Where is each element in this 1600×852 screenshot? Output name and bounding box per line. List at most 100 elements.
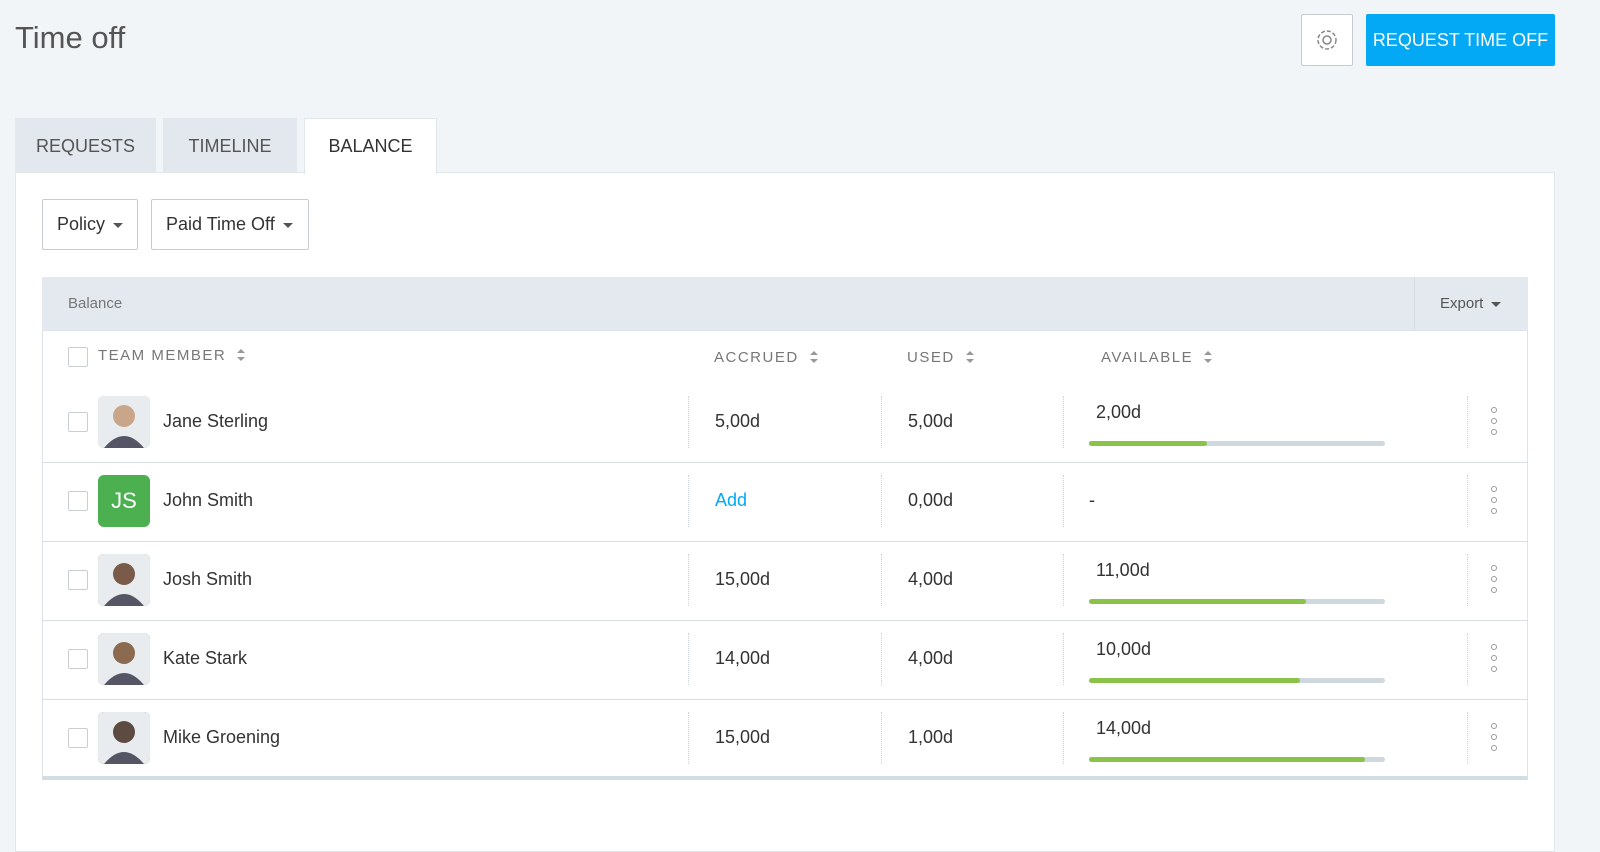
member-name: Kate Stark <box>163 648 248 668</box>
used: 0,00d <box>908 490 954 510</box>
row-menu[interactable] <box>1491 407 1503 437</box>
divider <box>1414 277 1415 331</box>
menu-dot <box>1491 644 1497 650</box>
tab[interactable]: TIMELINE <box>163 118 297 172</box>
accrued: 15,00d <box>715 569 771 589</box>
menu-dot <box>1491 655 1497 661</box>
column-divider <box>881 396 882 448</box>
avatar <box>98 554 150 606</box>
menu-dot <box>1491 587 1497 593</box>
member-name: Josh Smith <box>163 569 253 589</box>
progress-fill <box>1089 441 1208 446</box>
row-divider <box>42 541 1528 542</box>
avatar <box>98 633 150 685</box>
menu-dot <box>1491 497 1497 503</box>
used: 4,00d <box>908 648 954 668</box>
menu-dot <box>1491 407 1497 413</box>
sort-icon <box>965 350 975 364</box>
column-divider <box>1063 475 1064 527</box>
menu-dot <box>1491 565 1497 571</box>
available: 11,00d <box>1096 560 1150 580</box>
menu-dot <box>1491 418 1497 424</box>
column-divider <box>881 712 882 764</box>
export-button[interactable]: Export <box>1440 295 1502 312</box>
column-divider <box>688 554 689 606</box>
column-divider <box>1467 475 1468 527</box>
row-checkbox[interactable] <box>68 412 88 432</box>
menu-dot <box>1491 723 1497 729</box>
export-label: Export <box>1440 295 1484 312</box>
page-title: Time off <box>15 20 126 55</box>
available: 10,00d <box>1096 639 1152 659</box>
progress-fill <box>1089 678 1301 683</box>
column-header[interactable]: ACCRUED <box>714 349 799 366</box>
row-menu[interactable] <box>1491 644 1503 674</box>
used: 5,00d <box>908 411 954 431</box>
row-checkbox[interactable] <box>68 728 88 748</box>
menu-dot <box>1491 745 1497 751</box>
used: 1,00d <box>908 727 954 747</box>
select-all-checkbox[interactable] <box>68 347 88 367</box>
menu-dot <box>1491 486 1497 492</box>
available: 2,00d <box>1096 402 1142 422</box>
progress-fill <box>1089 599 1307 604</box>
avatar <box>98 396 150 448</box>
filter-label: Paid Time Off <box>166 214 275 234</box>
column-divider <box>688 475 689 527</box>
column-divider <box>881 554 882 606</box>
column-divider <box>1063 712 1064 764</box>
avatar <box>98 712 150 764</box>
progress-track <box>1089 441 1385 446</box>
available: - <box>1089 490 1095 510</box>
menu-dot <box>1491 666 1497 672</box>
column-header[interactable]: AVAILABLE <box>1101 349 1194 366</box>
sort-icon <box>236 348 246 362</box>
row-menu[interactable] <box>1491 723 1503 753</box>
used: 4,00d <box>908 569 954 589</box>
column-divider <box>881 475 882 527</box>
column-header[interactable]: TEAM MEMBER <box>98 347 227 364</box>
settings-button[interactable] <box>1301 14 1353 66</box>
column-divider <box>1467 396 1468 448</box>
column-divider <box>688 633 689 685</box>
column-divider <box>688 712 689 764</box>
avatar: JS <box>98 475 150 527</box>
menu-dot <box>1491 429 1497 435</box>
request-button[interactable]: REQUEST TIME OFF <box>1366 14 1555 66</box>
column-header[interactable]: USED <box>907 349 955 366</box>
table <box>42 330 1528 780</box>
gear-icon <box>1317 30 1337 50</box>
tab[interactable]: REQUESTS <box>15 118 156 172</box>
column-divider <box>1063 396 1064 448</box>
row-divider <box>42 462 1528 463</box>
add-link[interactable]: Add <box>715 490 748 510</box>
member-name: Mike Groening <box>163 727 281 747</box>
member-name: Jane Sterling <box>163 411 269 431</box>
sort-icon <box>1203 350 1213 364</box>
row-checkbox[interactable] <box>68 649 88 669</box>
row-menu[interactable] <box>1491 486 1503 516</box>
filter-dropdown[interactable]: Paid Time Off <box>151 199 309 250</box>
row-checkbox[interactable] <box>68 570 88 590</box>
table-title: Balance <box>68 295 123 312</box>
menu-dot <box>1491 576 1497 582</box>
row-divider <box>42 620 1528 621</box>
column-divider <box>1467 712 1468 764</box>
row-menu[interactable] <box>1491 565 1503 595</box>
column-divider <box>881 633 882 685</box>
progress-fill <box>1089 757 1366 762</box>
menu-dot <box>1491 508 1497 514</box>
accrued: 14,00d <box>715 648 771 668</box>
accrued: 5,00d <box>715 411 761 431</box>
member-name: John Smith <box>163 490 254 510</box>
tab[interactable]: BALANCE <box>304 118 437 174</box>
available: 14,00d <box>1096 718 1152 738</box>
column-divider <box>1467 633 1468 685</box>
column-divider <box>1467 554 1468 606</box>
filter-dropdown[interactable]: Policy <box>42 199 138 250</box>
column-divider <box>1063 633 1064 685</box>
column-divider <box>1063 554 1064 606</box>
row-checkbox[interactable] <box>68 491 88 511</box>
